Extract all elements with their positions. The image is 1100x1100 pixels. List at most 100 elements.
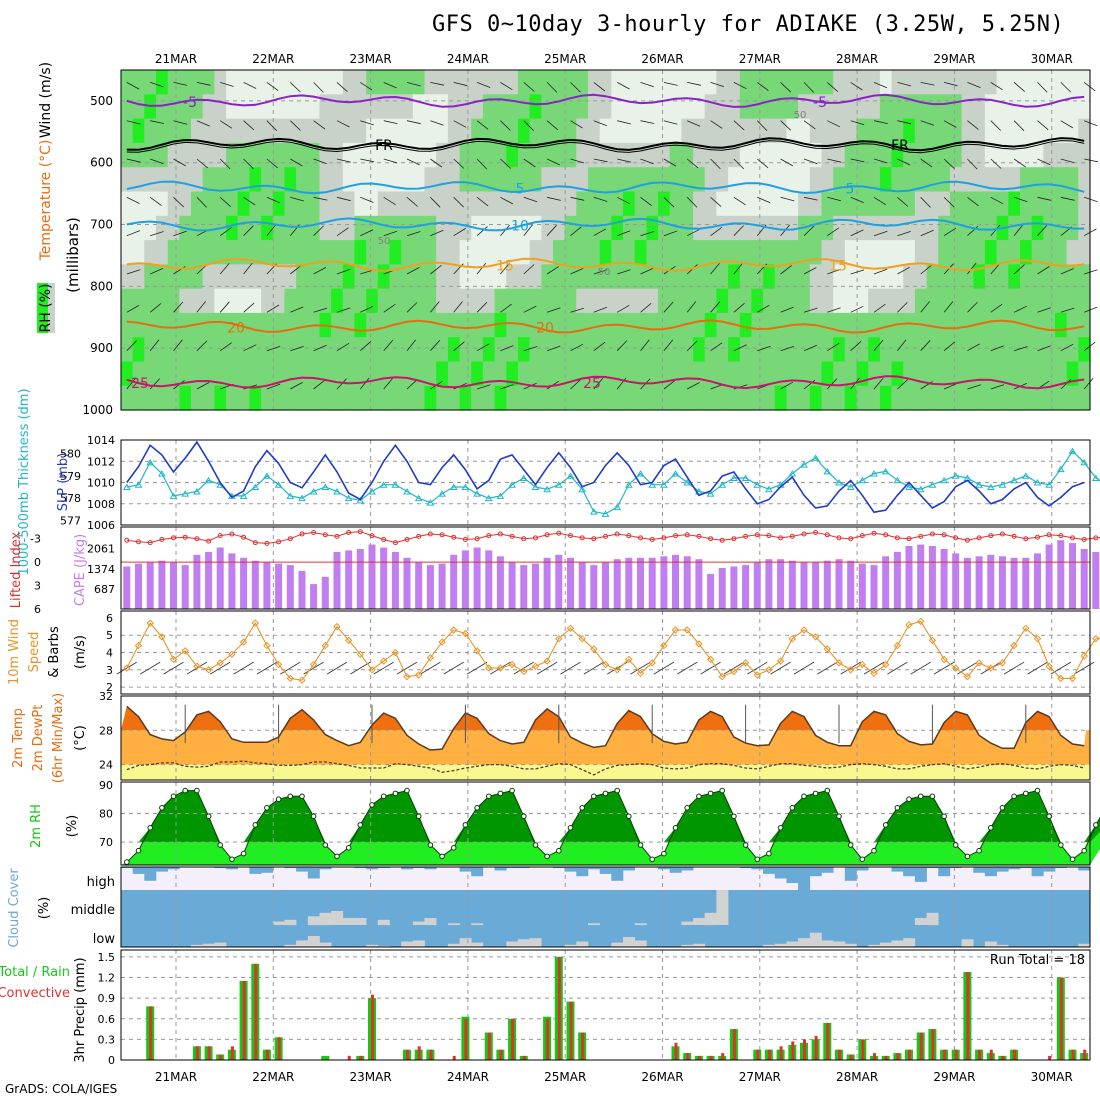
rh-cell	[868, 191, 881, 217]
rh-cell	[517, 385, 531, 411]
cloud-level-low: low	[93, 932, 116, 947]
rh-cell	[623, 215, 636, 241]
rh-cell	[284, 385, 297, 411]
isotherm-label: 15	[829, 259, 847, 275]
rh-cell	[774, 240, 788, 265]
wind-speed-point	[625, 655, 633, 664]
cape-bar	[660, 556, 668, 609]
wind-barb	[243, 262, 253, 275]
rh-cell	[751, 361, 764, 387]
profile-ylabel-temp: Temperature (°C)	[38, 140, 54, 262]
cloud-low-bar	[471, 942, 484, 947]
wind-barb-10m	[396, 661, 418, 675]
rh-cell	[447, 288, 461, 314]
precip-conv-bar	[814, 1035, 818, 1060]
rh-point	[614, 787, 621, 794]
isotherm-label: 15	[496, 259, 514, 275]
wind-barb	[710, 263, 720, 275]
wind-ylabel-2: Speed	[27, 632, 42, 673]
rh-cell	[1055, 337, 1068, 362]
rh-cell	[1055, 312, 1068, 338]
wind-barb-10m	[209, 661, 231, 675]
rh-cell	[1066, 264, 1079, 290]
isotherm-line	[126, 319, 1085, 334]
rh-cell	[132, 312, 145, 338]
rh-cell	[272, 288, 286, 314]
cape-tick: 2061	[87, 543, 115, 556]
rh-cell	[763, 337, 776, 362]
li-point	[404, 537, 410, 542]
rh-cell	[1066, 142, 1079, 168]
li-point	[369, 533, 375, 539]
rh-cell	[249, 167, 262, 192]
wind-tick: 3	[106, 664, 113, 677]
cloud-middle-bar	[307, 916, 320, 926]
rh-point	[929, 793, 936, 800]
rh-cell	[377, 361, 391, 387]
wind-barb	[803, 196, 818, 201]
date-label-top: 24MAR	[447, 52, 489, 66]
wind-barb	[850, 269, 865, 275]
rh-cell	[739, 337, 753, 362]
wind-barb	[593, 341, 606, 352]
wind-barb	[780, 158, 793, 167]
rh-cell	[681, 385, 694, 411]
rh-cell	[891, 264, 904, 290]
li-point	[322, 532, 328, 538]
rh-cell	[623, 118, 636, 144]
profile-ytick: 700	[90, 218, 113, 232]
wind-barb	[1084, 120, 1098, 127]
li-point	[206, 538, 212, 544]
rh-cell	[821, 215, 834, 241]
wind-barb	[336, 158, 351, 163]
rh-frame	[120, 781, 1091, 866]
rh-cell	[424, 385, 437, 411]
rh-point	[789, 805, 796, 811]
cape-bar	[228, 553, 236, 609]
rh-cell	[1055, 167, 1068, 192]
rh-cell	[716, 191, 729, 217]
wind-barb	[593, 120, 608, 127]
rh-cell	[984, 385, 998, 411]
rh-cell	[541, 94, 554, 120]
temp-tick: 32	[99, 690, 113, 703]
rh-cell	[716, 240, 729, 265]
wind-barb	[500, 384, 514, 390]
rh-cell	[494, 118, 507, 144]
rh-cell	[611, 264, 624, 290]
wind-barb	[1013, 224, 1024, 236]
wind-speed-point	[730, 667, 738, 676]
wind-barb	[1013, 82, 1025, 92]
rh-cell	[412, 337, 426, 362]
rh-cell	[856, 142, 869, 168]
wind-barb	[733, 262, 744, 275]
rh-cell	[926, 94, 939, 120]
wind-barb	[663, 120, 678, 125]
precip-conv-bar	[359, 1055, 363, 1060]
rh-cell	[588, 94, 601, 120]
cape-bar	[520, 565, 528, 609]
wind-barb	[710, 120, 723, 129]
precip-legend-total: Total / Rain	[0, 965, 70, 980]
rh-cell	[366, 312, 379, 338]
rh-cell	[599, 142, 612, 168]
precip-conv-bar	[1048, 1055, 1052, 1060]
rh-cell	[447, 142, 461, 168]
rh-cell	[447, 167, 461, 192]
wind-barb	[803, 120, 816, 130]
rh-point	[334, 853, 340, 860]
rh-cell	[144, 191, 157, 217]
wind-speed-point	[531, 662, 540, 671]
precip-conv-bar	[838, 1049, 841, 1060]
rh-cell	[482, 191, 496, 217]
wind-speed-point	[485, 664, 493, 672]
wind-barb	[757, 345, 771, 352]
wind-speed-point	[718, 672, 726, 681]
rh-cell	[844, 94, 858, 120]
cape-bar	[858, 563, 866, 609]
rh-cell	[786, 70, 799, 95]
thickness-point	[718, 481, 727, 488]
rh-cell	[529, 337, 542, 362]
wind-barb	[546, 82, 558, 93]
wind-barb	[710, 197, 722, 207]
